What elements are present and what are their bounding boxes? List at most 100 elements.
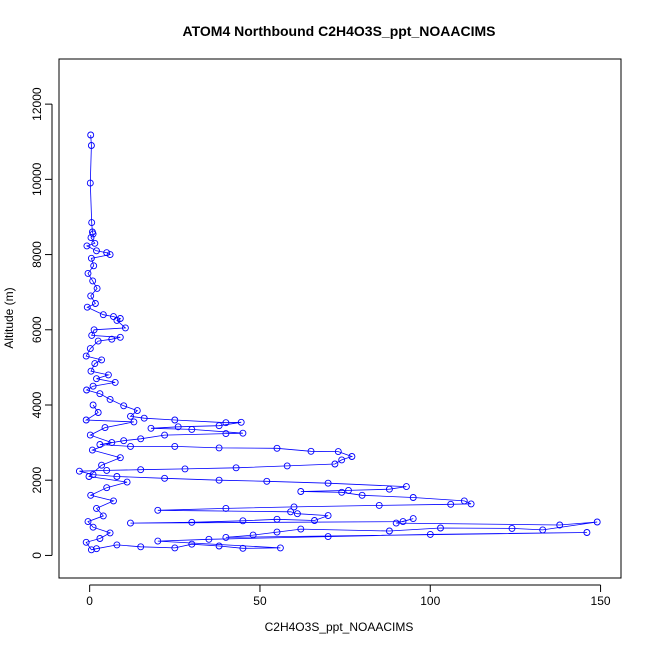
y-tick-label: 12000	[30, 87, 44, 121]
x-axis-label: C2H4O3S_ppt_NOAACIMS	[265, 620, 414, 634]
data-point	[137, 543, 145, 551]
data-point	[116, 333, 124, 341]
data-point	[113, 316, 121, 324]
data-point	[101, 424, 109, 432]
data-point	[437, 524, 444, 532]
data-point	[89, 277, 97, 285]
data-point	[120, 402, 128, 410]
data-point	[239, 517, 247, 525]
data-point	[188, 540, 196, 548]
data-point	[110, 313, 117, 321]
data-point	[338, 488, 346, 496]
data-point	[385, 527, 393, 535]
data-point	[94, 337, 102, 345]
data-point	[106, 251, 114, 259]
data-point	[111, 378, 119, 386]
data-point	[93, 545, 100, 553]
data-point	[273, 444, 281, 452]
data-point	[75, 467, 83, 475]
data-point	[88, 446, 96, 454]
data-point	[171, 442, 179, 450]
data-point	[87, 254, 95, 262]
data-point	[161, 431, 169, 439]
data-point	[232, 464, 240, 472]
x-tick-label: 50	[253, 594, 267, 608]
data-point	[99, 311, 107, 319]
data-point	[87, 131, 95, 139]
data-point	[154, 506, 162, 514]
data-point	[87, 367, 95, 375]
data-point	[87, 546, 95, 554]
data-point	[331, 460, 339, 468]
data-point	[89, 401, 97, 409]
data-point	[311, 517, 318, 524]
data-point	[583, 529, 591, 536]
data-point	[83, 242, 91, 250]
data-point	[93, 247, 100, 255]
data-point	[467, 500, 475, 508]
data-point	[409, 494, 417, 501]
data-point	[103, 484, 111, 492]
data-point	[120, 437, 128, 445]
data-point	[161, 474, 169, 482]
data-point	[113, 541, 121, 549]
data-point	[188, 518, 196, 526]
data-point	[89, 230, 97, 238]
series-line	[79, 134, 598, 551]
data-point	[276, 544, 284, 552]
data-point	[91, 239, 99, 247]
data-point	[409, 515, 417, 523]
data-point	[103, 249, 111, 257]
data-point	[108, 439, 116, 447]
data-point	[89, 523, 97, 531]
data-point	[88, 219, 96, 227]
data-point	[110, 497, 117, 505]
data-point	[358, 491, 366, 499]
data-point	[334, 448, 342, 456]
data-point	[116, 454, 124, 462]
data-point	[345, 486, 352, 494]
data-point	[113, 473, 121, 480]
data-point	[273, 515, 281, 523]
data-point	[222, 533, 230, 541]
data-point	[88, 331, 96, 339]
data-point	[82, 416, 90, 424]
data-point	[106, 529, 114, 537]
data-point	[82, 352, 90, 360]
data-point	[96, 441, 104, 448]
y-tick-label: 4000	[30, 391, 44, 418]
data-point	[324, 533, 332, 541]
x-tick-label: 100	[420, 594, 440, 608]
data-point	[239, 429, 247, 437]
data-point	[93, 284, 101, 292]
data-point	[94, 409, 102, 416]
data-point	[307, 447, 315, 455]
data-point	[237, 418, 245, 426]
data-point	[84, 269, 92, 277]
data-point	[137, 435, 145, 443]
data-point	[539, 526, 547, 534]
data-point	[399, 518, 407, 526]
data-point	[83, 386, 91, 394]
y-tick-label: 8000	[30, 241, 44, 268]
data-point	[215, 444, 223, 452]
data-point	[324, 512, 332, 520]
data-point	[127, 519, 134, 527]
data-point	[90, 262, 98, 270]
data-point	[508, 524, 516, 532]
data-point	[338, 456, 346, 464]
x-tick-label: 150	[591, 594, 611, 608]
data-point	[104, 371, 112, 379]
data-point	[87, 142, 95, 149]
data-point	[385, 485, 393, 493]
data-point	[127, 412, 134, 420]
data-point	[98, 356, 106, 364]
data-point	[215, 422, 223, 430]
data-point	[87, 234, 95, 242]
data-point	[375, 501, 383, 509]
data-point	[90, 326, 98, 334]
data-point	[127, 442, 134, 450]
data-point	[348, 453, 356, 460]
data-point	[181, 465, 189, 473]
data-point	[121, 324, 129, 332]
